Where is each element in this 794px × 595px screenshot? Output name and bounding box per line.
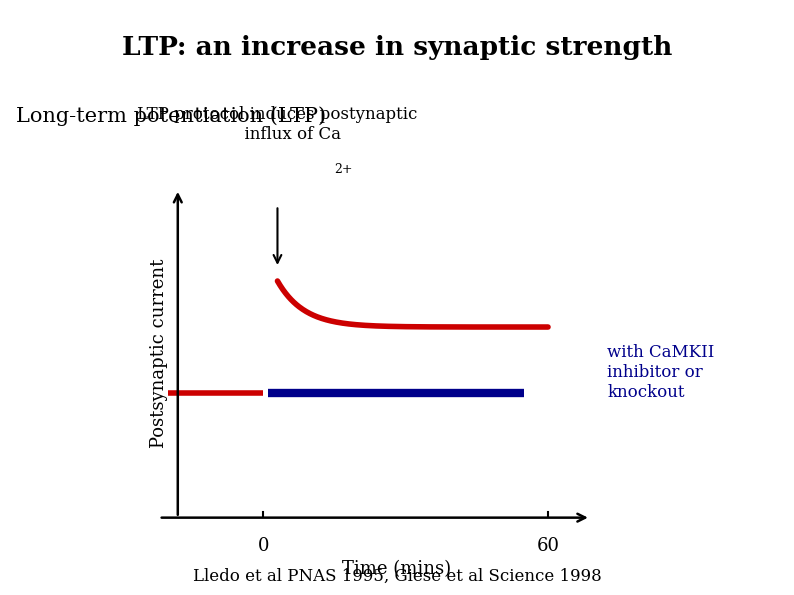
Text: LTP: an increase in synaptic strength: LTP: an increase in synaptic strength (121, 35, 673, 60)
Text: LTP protocol induces postynaptic
      influx of Ca: LTP protocol induces postynaptic influx … (137, 106, 418, 143)
Text: Lledo et al PNAS 1995, Giese et al Science 1998: Lledo et al PNAS 1995, Giese et al Scien… (193, 568, 601, 585)
Text: 60: 60 (537, 537, 560, 555)
Text: Time (mins): Time (mins) (341, 560, 451, 578)
Text: Long-term potentiation (LTP): Long-term potentiation (LTP) (16, 107, 326, 126)
Text: Postsynaptic current: Postsynaptic current (150, 259, 168, 448)
Text: 0: 0 (257, 537, 269, 555)
Text: 2+: 2+ (334, 163, 353, 176)
Text: with CaMKII
inhibitor or
knockout: with CaMKII inhibitor or knockout (607, 345, 715, 400)
